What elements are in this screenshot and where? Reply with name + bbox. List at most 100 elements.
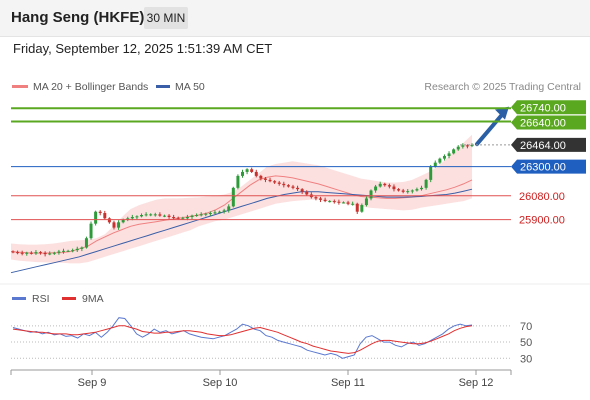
candle-body <box>195 215 199 217</box>
candle-body <box>250 169 254 172</box>
candle-body <box>268 179 272 182</box>
candle-body <box>117 222 121 228</box>
x-tick-label: Sep 9 <box>78 377 107 389</box>
candle-body <box>286 185 290 187</box>
ma20-legend-swatch <box>12 85 28 88</box>
candle-body <box>374 186 378 191</box>
candle-body <box>369 190 373 199</box>
candle-body <box>25 252 29 254</box>
candle-body <box>392 186 396 190</box>
candle-body <box>84 238 88 248</box>
candle-body <box>199 214 203 216</box>
candle-body <box>20 252 24 254</box>
candle-body <box>346 202 350 204</box>
candle-body <box>130 217 134 219</box>
candle-body <box>48 253 52 255</box>
level-label-box <box>511 100 586 115</box>
rsi-ma-legend-swatch <box>62 297 76 300</box>
level-label-box <box>511 137 586 152</box>
level-label-26300.00: 26300.00 <box>511 159 586 174</box>
rsi-tick-label: 50 <box>520 337 532 349</box>
candle-body <box>397 189 401 191</box>
candle-body <box>420 187 424 190</box>
candle-body <box>282 183 286 186</box>
candle-body <box>75 248 79 251</box>
candle-body <box>135 216 139 218</box>
level-label-26080.00: 26080.00 <box>519 191 565 203</box>
candle-body <box>351 203 355 205</box>
candle-body <box>213 212 217 214</box>
rsi-legend-label: RSI <box>32 293 50 305</box>
level-label-text: 26464.00 <box>520 140 566 152</box>
candle-body <box>149 214 153 216</box>
candle-body <box>144 214 148 216</box>
candle-body <box>429 166 433 180</box>
candle-body <box>121 219 125 223</box>
rsi-tick-label: 30 <box>520 353 532 365</box>
candle-body <box>103 213 107 219</box>
ma50-line <box>10 188 473 274</box>
candle-body <box>314 197 318 199</box>
candle-body <box>461 145 465 147</box>
candle-body <box>11 251 15 253</box>
candle-body <box>227 206 231 211</box>
candle-body <box>452 149 456 154</box>
candle-body <box>241 171 244 176</box>
level-label-box <box>511 115 586 130</box>
rsi-legend-swatch <box>12 297 26 300</box>
level-label-text: 26300.00 <box>520 162 566 174</box>
candle-body <box>383 183 387 186</box>
candle-body <box>222 210 226 212</box>
candle-body <box>254 171 258 176</box>
candle-body <box>323 199 327 202</box>
candle-body <box>71 250 75 252</box>
level-label-text: 26080.00 <box>519 191 565 203</box>
candle-body <box>355 203 359 212</box>
forecast-arrow-shaft <box>475 111 505 147</box>
timestamp: Friday, September 12, 2025 1:51:39 AM CE… <box>13 41 273 56</box>
candle-body <box>259 175 263 179</box>
candle-body <box>296 187 300 190</box>
candle-body <box>172 217 176 219</box>
instrument-title: Hang Seng (HKFE) <box>11 9 145 26</box>
rsi-tick-label: 70 <box>520 321 532 333</box>
candle-body <box>263 178 267 180</box>
interval-button[interactable]: 30 MIN <box>144 7 188 29</box>
level-label-box <box>511 159 586 174</box>
candle-body <box>442 156 446 159</box>
candle-body <box>218 211 222 213</box>
chart-header: Hang Seng (HKFE) 30 MIN <box>0 0 590 37</box>
candle-body <box>153 214 157 216</box>
bollinger-band <box>11 134 472 264</box>
x-tick-label: Sep 12 <box>459 377 494 389</box>
x-tick-label: Sep 11 <box>331 377 365 389</box>
candle-body <box>447 153 451 157</box>
candle-body <box>277 182 281 184</box>
candle-body <box>364 198 368 206</box>
candle-body <box>341 202 345 204</box>
candle-body <box>34 252 38 254</box>
candle-body <box>406 191 410 193</box>
candle-body <box>185 217 189 219</box>
level-label-26640.00: 26640.00 <box>511 115 586 130</box>
candle-body <box>305 191 309 195</box>
candle-body <box>438 158 442 163</box>
candle-body <box>319 198 323 200</box>
candle-body <box>465 145 469 147</box>
candle-body <box>401 190 405 192</box>
candle-body <box>66 250 70 252</box>
candle-body <box>456 146 460 150</box>
candle-body <box>415 189 419 191</box>
price-plot <box>10 106 509 274</box>
candle-body <box>181 218 185 220</box>
forecast-arrow-head <box>495 106 509 120</box>
credit-text: Research © 2025 Trading Central <box>424 81 581 93</box>
price-levels: 26740.00 26640.00 26464.00 26300.00 26080.00… <box>11 100 586 227</box>
rsi-ma-legend-label: 9MA <box>82 293 104 305</box>
candle-body <box>140 215 144 217</box>
candle-body <box>89 223 93 239</box>
x-tick-label: Sep 10 <box>203 377 238 389</box>
candle-body <box>80 247 84 249</box>
candle-body <box>162 215 166 217</box>
